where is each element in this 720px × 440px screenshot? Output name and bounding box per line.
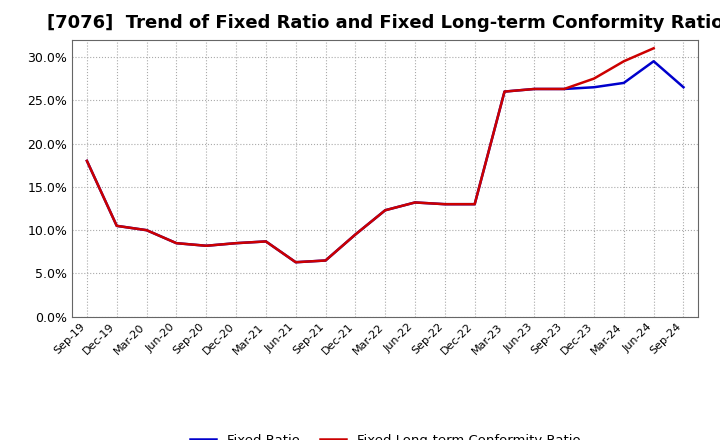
- Fixed Ratio: [112, 223, 121, 228]
- Fixed Long-term Conformity Ratio: [351, 232, 360, 237]
- Fixed Ratio: [590, 84, 598, 90]
- Fixed Ratio: [202, 243, 210, 249]
- Fixed Ratio: [560, 86, 569, 92]
- Fixed Ratio: [143, 227, 151, 233]
- Fixed Ratio: [679, 84, 688, 90]
- Fixed Long-term Conformity Ratio: [232, 241, 240, 246]
- Fixed Ratio: [619, 80, 628, 85]
- Fixed Long-term Conformity Ratio: [83, 158, 91, 164]
- Fixed Long-term Conformity Ratio: [410, 200, 419, 205]
- Fixed Long-term Conformity Ratio: [143, 227, 151, 233]
- Fixed Ratio: [83, 158, 91, 164]
- Fixed Ratio: [441, 202, 449, 207]
- Fixed Long-term Conformity Ratio: [172, 241, 181, 246]
- Fixed Long-term Conformity Ratio: [470, 202, 479, 207]
- Fixed Long-term Conformity Ratio: [261, 239, 270, 244]
- Fixed Ratio: [649, 59, 658, 64]
- Fixed Ratio: [321, 258, 330, 263]
- Fixed Long-term Conformity Ratio: [321, 258, 330, 263]
- Fixed Long-term Conformity Ratio: [590, 76, 598, 81]
- Legend: Fixed Ratio, Fixed Long-term Conformity Ratio: Fixed Ratio, Fixed Long-term Conformity …: [185, 429, 585, 440]
- Fixed Ratio: [172, 241, 181, 246]
- Fixed Ratio: [351, 232, 360, 237]
- Fixed Long-term Conformity Ratio: [619, 59, 628, 64]
- Fixed Ratio: [500, 89, 509, 94]
- Line: Fixed Long-term Conformity Ratio: Fixed Long-term Conformity Ratio: [87, 48, 654, 262]
- Fixed Long-term Conformity Ratio: [292, 260, 300, 265]
- Fixed Ratio: [410, 200, 419, 205]
- Fixed Ratio: [261, 239, 270, 244]
- Fixed Long-term Conformity Ratio: [500, 89, 509, 94]
- Fixed Ratio: [292, 260, 300, 265]
- Fixed Long-term Conformity Ratio: [381, 208, 390, 213]
- Fixed Long-term Conformity Ratio: [530, 86, 539, 92]
- Fixed Long-term Conformity Ratio: [649, 46, 658, 51]
- Fixed Long-term Conformity Ratio: [202, 243, 210, 249]
- Fixed Ratio: [232, 241, 240, 246]
- Title: [7076]  Trend of Fixed Ratio and Fixed Long-term Conformity Ratio: [7076] Trend of Fixed Ratio and Fixed Lo…: [47, 15, 720, 33]
- Line: Fixed Ratio: Fixed Ratio: [87, 61, 683, 262]
- Fixed Long-term Conformity Ratio: [112, 223, 121, 228]
- Fixed Ratio: [530, 86, 539, 92]
- Fixed Ratio: [381, 208, 390, 213]
- Fixed Long-term Conformity Ratio: [560, 86, 569, 92]
- Fixed Long-term Conformity Ratio: [441, 202, 449, 207]
- Fixed Ratio: [470, 202, 479, 207]
